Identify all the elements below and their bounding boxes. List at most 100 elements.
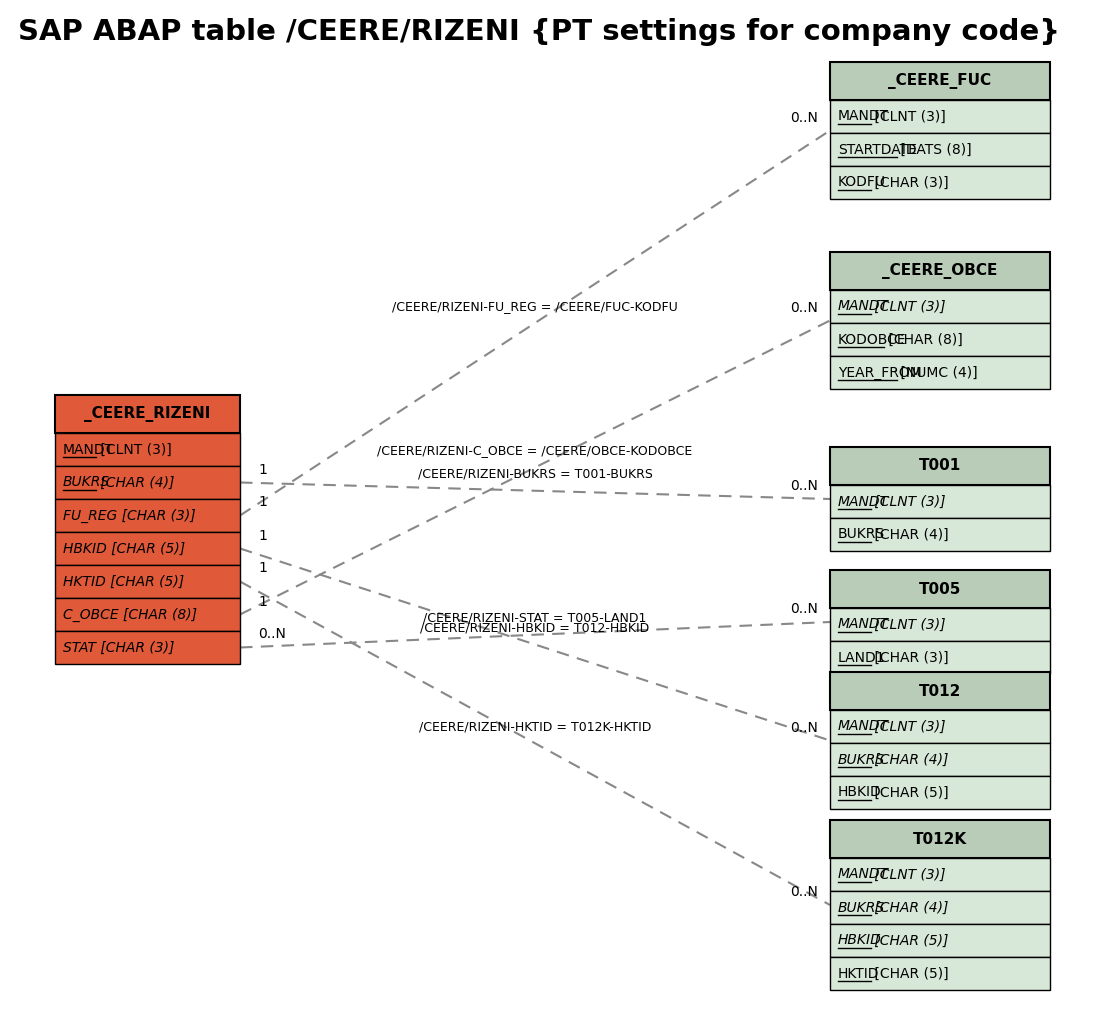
Text: 1: 1 [258,529,267,542]
Bar [55,631,240,664]
Text: LAND1: LAND1 [838,650,886,664]
Bar [830,608,1051,641]
Bar [830,710,1051,743]
Text: _CEERE_FUC: _CEERE_FUC [889,73,992,89]
Text: HBKID [CHAR (5)]: HBKID [CHAR (5)] [63,541,185,556]
Bar [830,485,1051,518]
Text: 1: 1 [258,495,267,509]
Text: /CEERE/RIZENI-HBKID = T012-HBKID: /CEERE/RIZENI-HBKID = T012-HBKID [421,621,650,635]
Text: [CHAR (3)]: [CHAR (3)] [870,650,949,664]
Bar [55,395,240,433]
Text: /CEERE/RIZENI-C_OBCE = /CEERE/OBCE-KODOBCE: /CEERE/RIZENI-C_OBCE = /CEERE/OBCE-KODOB… [377,445,693,457]
Text: 0..N: 0..N [790,479,818,493]
Bar [830,324,1051,356]
Bar [55,433,240,466]
Text: [CLNT (3)]: [CLNT (3)] [870,110,946,123]
Text: [CHAR (4)]: [CHAR (4)] [870,901,949,914]
Text: MANDT: MANDT [63,443,114,456]
Bar [830,62,1051,100]
Text: SAP ABAP table /CEERE/RIZENI {PT settings for company code}: SAP ABAP table /CEERE/RIZENI {PT setting… [18,18,1061,46]
Text: T012: T012 [919,684,961,698]
Text: 0..N: 0..N [258,627,286,642]
Bar [830,672,1051,710]
Text: FU_REG [CHAR (3)]: FU_REG [CHAR (3)] [63,508,196,523]
Text: /CEERE/RIZENI-FU_REG = /CEERE/FUC-KODFU: /CEERE/RIZENI-FU_REG = /CEERE/FUC-KODFU [392,300,677,313]
Text: STARTDATE: STARTDATE [838,143,917,156]
Text: MANDT: MANDT [838,720,889,733]
Bar [830,356,1051,389]
Text: MANDT: MANDT [838,494,889,508]
Bar [830,570,1051,608]
Text: T005: T005 [919,581,961,597]
Text: 1: 1 [258,595,267,609]
Text: 0..N: 0..N [790,721,818,734]
Text: [CLNT (3)]: [CLNT (3)] [870,868,946,881]
Bar [830,776,1051,809]
Text: T001: T001 [919,458,961,473]
Text: /CEERE/RIZENI-BUKRS = T001-BUKRS: /CEERE/RIZENI-BUKRS = T001-BUKRS [417,467,652,481]
Text: KODOBCE: KODOBCE [838,333,907,346]
Bar [830,518,1051,551]
Bar [830,290,1051,324]
Text: 0..N: 0..N [790,885,818,899]
Text: [CHAR (5)]: [CHAR (5)] [870,786,949,799]
Text: [CLNT (3)]: [CLNT (3)] [95,443,172,456]
Bar [830,252,1051,290]
Text: MANDT: MANDT [838,300,889,313]
Text: STAT [CHAR (3)]: STAT [CHAR (3)] [63,641,175,654]
Text: C_OBCE [CHAR (8)]: C_OBCE [CHAR (8)] [63,607,197,621]
Text: MANDT: MANDT [838,110,889,123]
Text: [CLNT (3)]: [CLNT (3)] [870,617,946,632]
Text: [CLNT (3)]: [CLNT (3)] [870,300,946,313]
Text: [CHAR (5)]: [CHAR (5)] [870,966,949,981]
Bar [55,499,240,532]
Bar [830,957,1051,990]
Bar [55,598,240,631]
Bar [830,820,1051,858]
Text: BUKRS: BUKRS [838,901,886,914]
Text: [DATS (8)]: [DATS (8)] [897,143,972,156]
Text: MANDT: MANDT [838,868,889,881]
Text: MANDT: MANDT [838,617,889,632]
Text: KODFU: KODFU [838,176,886,190]
Text: 0..N: 0..N [790,301,818,314]
Bar [830,743,1051,776]
Text: T012K: T012K [913,832,968,846]
Bar [830,641,1051,674]
Text: [NUMC (4)]: [NUMC (4)] [897,366,979,380]
Text: HBKID: HBKID [838,786,882,799]
Bar [830,134,1051,166]
Text: 1: 1 [258,462,267,477]
Bar [830,166,1051,199]
Text: 0..N: 0..N [790,111,818,124]
Text: HKTID: HKTID [838,966,879,981]
Bar [55,565,240,598]
Text: [CLNT (3)]: [CLNT (3)] [870,720,946,733]
Text: YEAR_FROM: YEAR_FROM [838,366,922,380]
Text: _CEERE_RIZENI: _CEERE_RIZENI [84,406,210,422]
Bar [830,100,1051,134]
Bar [55,466,240,499]
Bar [830,447,1051,485]
Text: 0..N: 0..N [790,602,818,616]
Text: BUKRS: BUKRS [838,753,886,766]
Text: [CLNT (3)]: [CLNT (3)] [870,494,946,508]
Text: [CHAR (5)]: [CHAR (5)] [870,934,949,948]
Text: HKTID [CHAR (5)]: HKTID [CHAR (5)] [63,574,184,588]
Text: [CHAR (8)]: [CHAR (8)] [883,333,962,346]
Text: _CEERE_OBCE: _CEERE_OBCE [882,263,997,279]
Text: [CHAR (3)]: [CHAR (3)] [870,176,949,190]
Bar [830,858,1051,891]
Text: 1: 1 [258,562,267,575]
Bar [55,532,240,565]
Text: [CHAR (4)]: [CHAR (4)] [870,528,949,541]
Text: BUKRS: BUKRS [838,528,886,541]
Text: [CHAR (4)]: [CHAR (4)] [95,476,174,490]
Text: BUKRS: BUKRS [63,476,110,490]
Text: [CHAR (4)]: [CHAR (4)] [870,753,949,766]
Bar [830,924,1051,957]
Text: /CEERE/RIZENI-HKTID = T012K-HKTID: /CEERE/RIZENI-HKTID = T012K-HKTID [418,720,651,733]
Text: HBKID: HBKID [838,934,882,948]
Bar [830,891,1051,924]
Text: /CEERE/RIZENI-STAT = T005-LAND1: /CEERE/RIZENI-STAT = T005-LAND1 [423,612,646,624]
